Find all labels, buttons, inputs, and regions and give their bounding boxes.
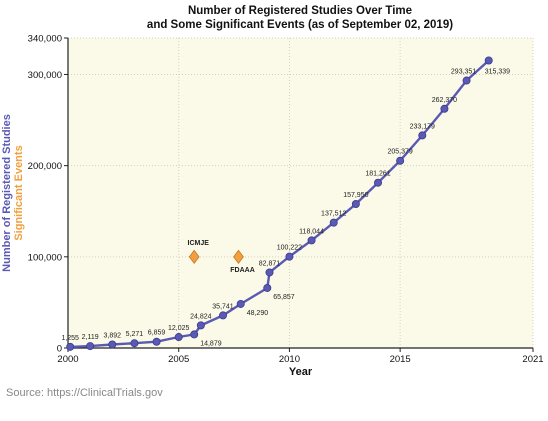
event-label: ICMJE xyxy=(188,240,210,247)
data-point xyxy=(190,330,199,339)
data-label: 6,859 xyxy=(148,330,166,337)
x-tick-label: 2000 xyxy=(57,354,78,365)
event-diamond xyxy=(188,249,200,264)
data-points xyxy=(66,56,493,351)
data-point xyxy=(440,104,449,113)
data-point xyxy=(108,340,117,349)
data-point xyxy=(130,339,139,348)
data-label: 293,351 xyxy=(451,69,476,76)
data-point xyxy=(265,268,274,277)
x-tick-label: 2021 xyxy=(522,354,543,365)
data-label: 65,857 xyxy=(273,294,295,301)
x-tick-label: 2005 xyxy=(168,354,189,365)
data-point xyxy=(236,299,245,308)
y-tick-label: 200,000 xyxy=(28,161,62,172)
x-tick-label: 2010 xyxy=(279,354,300,365)
data-label: 100,222 xyxy=(277,245,302,252)
axes xyxy=(67,38,533,349)
data-point xyxy=(462,76,471,85)
data-point xyxy=(329,218,338,227)
data-label: 2,119 xyxy=(82,334,99,341)
data-label: 14,879 xyxy=(200,340,222,347)
data-point xyxy=(152,337,161,346)
series-polyline xyxy=(70,59,490,349)
y-tick-label: 300,000 xyxy=(28,70,62,81)
data-label: 315,339 xyxy=(485,68,510,75)
data-label: 12,025 xyxy=(168,325,190,332)
data-point xyxy=(285,252,294,261)
data-point xyxy=(174,333,183,342)
event-diamond xyxy=(233,249,244,264)
plot-area xyxy=(68,38,533,348)
y-axis-title: Number of Registered Studies Significant … xyxy=(1,114,25,272)
data-label: 157,950 xyxy=(343,192,368,199)
y-axis-title-line: Significant Events xyxy=(13,145,25,240)
grid-lines xyxy=(68,37,534,348)
y-tick-labels: 0 100,000 200,000 300,000 340,000 xyxy=(28,34,68,355)
data-point xyxy=(396,156,405,165)
data-label: 181,261 xyxy=(365,171,390,178)
chart-title-line-1: Number of Registered Studies Over Time xyxy=(188,5,412,17)
data-point xyxy=(484,56,493,65)
x-axis-title: Year xyxy=(289,366,313,378)
x-tick-label: 2015 xyxy=(390,354,411,365)
data-label: 48,290 xyxy=(247,310,269,317)
data-point xyxy=(351,199,360,208)
series-line xyxy=(70,59,490,349)
y-tick-label: 0 xyxy=(57,344,62,355)
data-point xyxy=(307,236,316,245)
data-label: 137,512 xyxy=(321,211,346,218)
data-label: 24,824 xyxy=(190,313,212,320)
event-label: FDAAA xyxy=(230,267,255,274)
data-label: 205,379 xyxy=(387,149,412,156)
data-label: 118,044 xyxy=(299,228,324,235)
event-markers: ICMJE FDAAA xyxy=(188,240,255,274)
data-label: 233,179 xyxy=(410,123,435,130)
data-point xyxy=(218,311,227,320)
data-label: 262,370 xyxy=(432,97,457,104)
data-point xyxy=(263,283,272,292)
y-axis-title-line: Number of Registered Studies xyxy=(1,114,13,272)
source-note[interactable]: Source: https://ClinicalTrials.gov xyxy=(6,387,163,399)
data-point xyxy=(86,342,95,351)
data-point xyxy=(196,321,205,330)
data-point xyxy=(373,178,382,187)
data-label: 5,271 xyxy=(126,331,144,338)
chart-title-line-2: and Some Significant Events (as of Septe… xyxy=(147,19,453,31)
chart-title: Number of Registered Studies Over Time a… xyxy=(147,5,453,31)
data-label: 3,892 xyxy=(104,332,122,339)
data-label: 82,871 xyxy=(259,260,281,267)
data-point xyxy=(418,131,427,140)
data-label: 35,741 xyxy=(212,303,234,310)
x-tick-labels: 2000 2005 2010 2015 2021 xyxy=(57,348,544,365)
y-tick-label: 340,000 xyxy=(28,34,62,45)
data-point xyxy=(66,342,75,351)
data-label: 1,255 xyxy=(61,335,79,342)
y-tick-label: 100,000 xyxy=(28,252,62,263)
